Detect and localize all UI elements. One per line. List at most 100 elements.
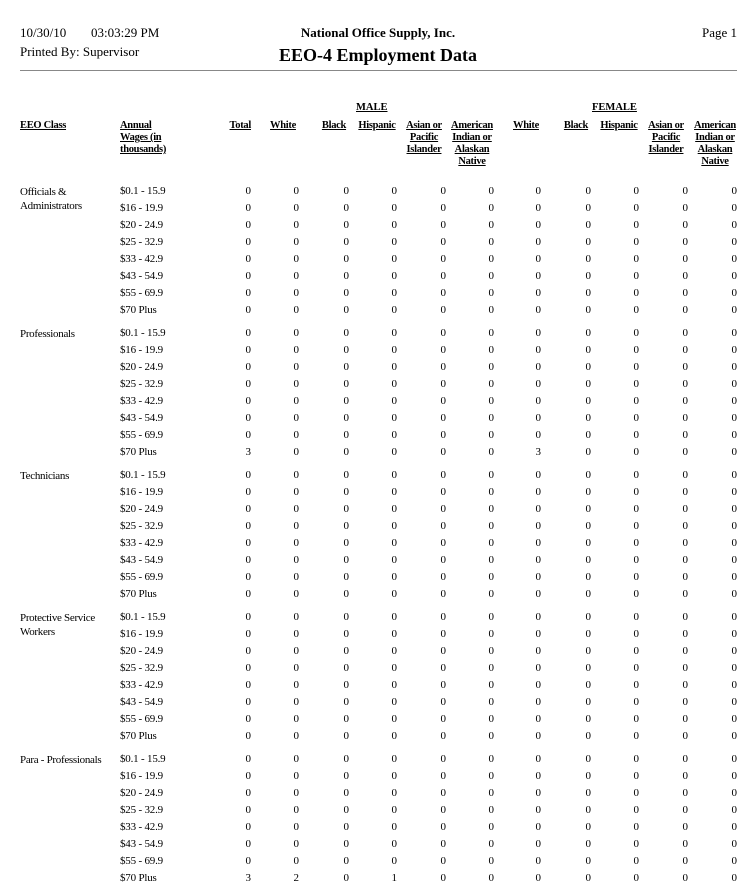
count-cell: 0 <box>488 696 495 708</box>
count-cell: 0 <box>731 838 738 850</box>
count-cell: 0 <box>440 855 447 867</box>
wage-band: $16 - 19.9 <box>120 628 163 640</box>
count-cell: 0 <box>633 429 640 441</box>
count-cell: 0 <box>633 185 640 197</box>
count-cell: 0 <box>293 327 300 339</box>
male-heading: MALE <box>356 102 388 113</box>
count-cell: 0 <box>633 236 640 248</box>
count-cell: 0 <box>343 236 350 248</box>
count-cell: 0 <box>731 730 738 742</box>
count-cell: 0 <box>343 571 350 583</box>
count-cell: 0 <box>343 469 350 481</box>
count-cell: 0 <box>488 395 495 407</box>
wage-band: $70 Plus <box>120 446 157 458</box>
count-cell: 0 <box>245 628 252 640</box>
print-time: 03:03:29 PM <box>91 25 160 40</box>
count-cell: 0 <box>245 520 252 532</box>
count-cell: 0 <box>488 361 495 373</box>
count-cell: 0 <box>488 821 495 833</box>
count-cell: 0 <box>585 730 592 742</box>
count-cell: 0 <box>343 753 350 765</box>
count-cell: 0 <box>391 287 398 299</box>
count-cell: 0 <box>633 554 640 566</box>
count-cell: 0 <box>585 696 592 708</box>
count-cell: 0 <box>440 503 447 515</box>
count-cell: 0 <box>585 446 592 458</box>
count-cell: 3 <box>245 872 252 884</box>
count-cell: 0 <box>343 412 350 424</box>
count-cell: 0 <box>391 361 398 373</box>
count-cell: 0 <box>343 378 350 390</box>
count-cell: 0 <box>682 679 689 691</box>
column-header: Hispanic <box>358 120 396 131</box>
count-cell: 0 <box>535 361 542 373</box>
count-cell: 0 <box>535 872 542 884</box>
wage-band: $43 - 54.9 <box>120 554 163 566</box>
count-cell: 0 <box>440 253 447 265</box>
count-cell: 0 <box>440 202 447 214</box>
count-cell: 2 <box>293 872 300 884</box>
count-cell: 1 <box>391 872 398 884</box>
count-cell: 0 <box>391 202 398 214</box>
count-cell: 0 <box>245 611 252 623</box>
column-header: Hispanic <box>600 120 638 131</box>
wage-band: $16 - 19.9 <box>120 486 163 498</box>
count-cell: 0 <box>293 696 300 708</box>
count-cell: 0 <box>633 679 640 691</box>
count-cell: 0 <box>633 872 640 884</box>
count-cell: 0 <box>245 486 252 498</box>
count-cell: 0 <box>391 469 398 481</box>
header-divider <box>20 70 737 71</box>
count-cell: 0 <box>293 753 300 765</box>
count-cell: 0 <box>731 588 738 600</box>
count-cell: 0 <box>293 503 300 515</box>
count-cell: 0 <box>293 287 300 299</box>
count-cell: 0 <box>293 855 300 867</box>
count-cell: 0 <box>343 645 350 657</box>
count-cell: 0 <box>343 503 350 515</box>
count-cell: 0 <box>440 469 447 481</box>
count-cell: 0 <box>585 327 592 339</box>
count-cell: 0 <box>343 361 350 373</box>
count-cell: 0 <box>633 378 640 390</box>
count-cell: 0 <box>440 770 447 782</box>
count-cell: 0 <box>343 855 350 867</box>
count-cell: 0 <box>535 520 542 532</box>
count-cell: 0 <box>343 429 350 441</box>
count-cell: 0 <box>731 520 738 532</box>
count-cell: 0 <box>343 662 350 674</box>
count-cell: 0 <box>440 236 447 248</box>
count-cell: 0 <box>293 679 300 691</box>
count-cell: 0 <box>633 645 640 657</box>
count-cell: 0 <box>731 679 738 691</box>
count-cell: 0 <box>535 770 542 782</box>
count-cell: 0 <box>682 344 689 356</box>
eeo-class-label: Technicians <box>20 470 70 482</box>
count-cell: 0 <box>245 304 252 316</box>
count-cell: 0 <box>682 855 689 867</box>
count-cell: 0 <box>682 804 689 816</box>
printed-by: Printed By: Supervisor <box>20 44 140 59</box>
count-cell: 0 <box>535 628 542 640</box>
count-cell: 0 <box>440 696 447 708</box>
count-cell: 0 <box>633 770 640 782</box>
count-cell: 0 <box>440 679 447 691</box>
count-cell: 0 <box>731 395 738 407</box>
count-cell: 0 <box>535 202 542 214</box>
count-cell: 0 <box>245 219 252 231</box>
count-cell: 0 <box>633 412 640 424</box>
count-cell: 0 <box>682 412 689 424</box>
count-cell: 0 <box>731 469 738 481</box>
count-cell: 0 <box>682 730 689 742</box>
count-cell: 0 <box>293 571 300 583</box>
count-cell: 0 <box>585 304 592 316</box>
count-cell: 0 <box>585 571 592 583</box>
count-cell: 0 <box>343 838 350 850</box>
count-cell: 0 <box>391 270 398 282</box>
count-cell: 0 <box>391 696 398 708</box>
wages-header: Annual Wages (in thousands) <box>120 120 167 155</box>
count-cell: 0 <box>682 662 689 674</box>
count-cell: 0 <box>245 730 252 742</box>
count-cell: 0 <box>682 219 689 231</box>
count-cell: 0 <box>633 503 640 515</box>
